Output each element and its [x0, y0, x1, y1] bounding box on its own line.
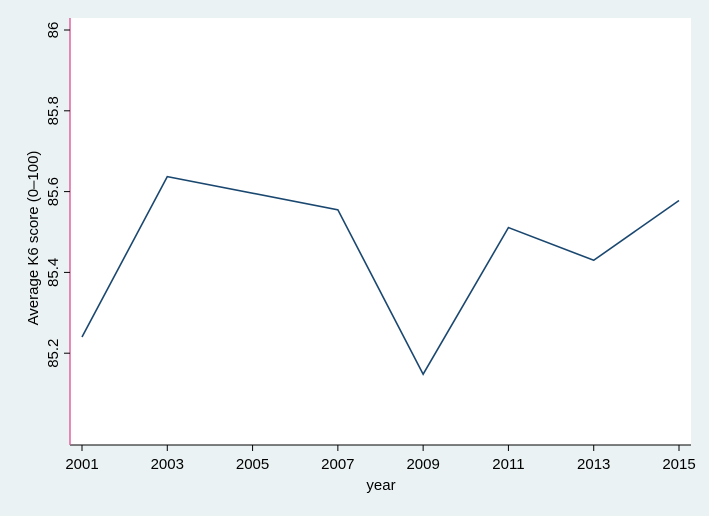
- grid-lines: [70, 29, 691, 354]
- x-tick-label: 2001: [65, 456, 98, 473]
- x-tick-label: 2005: [236, 456, 269, 473]
- x-tick-label: 2015: [662, 456, 695, 473]
- plot-area: [70, 18, 691, 445]
- y-axis-label: Average K6 score (0–100): [25, 151, 42, 326]
- y-tick-label: 85.6: [45, 177, 62, 206]
- x-tick-label: 2013: [577, 456, 610, 473]
- series-lines: [81, 175, 680, 376]
- y-tick-label: 85.4: [45, 258, 62, 287]
- x-axis-label: year: [366, 477, 395, 494]
- x-ticks: 2001 2003 2005 2007 2009 2011 2013 2015: [65, 445, 696, 473]
- x-tick-label: 2011: [492, 456, 524, 473]
- series-line: [81, 175, 680, 376]
- y-tick-label: 85.2: [45, 339, 62, 368]
- y-tick-label: 86: [45, 22, 62, 39]
- x-tick-label: 2003: [151, 456, 184, 473]
- y-tick-label: 85.8: [45, 96, 62, 125]
- y-ticks: 85.2 85.4 85.6 85.8 86: [45, 22, 70, 368]
- x-tick-label: 2009: [406, 456, 439, 473]
- x-tick-label: 2007: [321, 456, 354, 473]
